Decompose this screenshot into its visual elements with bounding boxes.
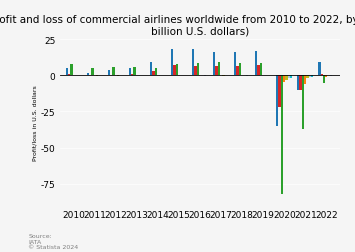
Bar	[68, 74, 70, 76]
Bar	[311, 76, 313, 77]
Bar	[306, 76, 309, 79]
Bar	[278, 76, 281, 107]
Bar	[300, 76, 302, 90]
Bar	[91, 69, 94, 76]
Text: Source:
IATA
© Statista 2024: Source: IATA © Statista 2024	[28, 233, 79, 249]
Bar	[178, 75, 180, 76]
Bar	[197, 64, 199, 76]
Bar	[173, 66, 176, 76]
Bar	[234, 53, 236, 76]
Bar	[255, 51, 257, 76]
Bar	[129, 68, 131, 76]
Bar	[285, 76, 288, 81]
Bar	[218, 62, 220, 76]
Y-axis label: Profit/loss in U.S. dollars: Profit/loss in U.S. dollars	[33, 85, 38, 161]
Bar	[110, 75, 113, 76]
Bar	[108, 71, 110, 76]
Bar	[281, 76, 283, 194]
Bar	[215, 67, 218, 76]
Bar	[283, 76, 285, 83]
Bar	[194, 66, 197, 76]
Bar	[290, 76, 292, 79]
Bar	[213, 53, 215, 76]
Bar	[262, 75, 264, 76]
Bar	[133, 68, 136, 76]
Bar	[276, 76, 278, 127]
Bar	[66, 69, 68, 76]
Bar	[257, 66, 260, 76]
Bar	[260, 64, 262, 76]
Bar	[239, 64, 241, 76]
Bar	[70, 65, 73, 76]
Bar	[150, 63, 152, 76]
Bar	[87, 74, 89, 76]
Bar	[131, 74, 133, 76]
Bar	[302, 76, 304, 129]
Bar	[297, 76, 300, 90]
Bar	[325, 76, 327, 77]
Bar	[304, 76, 306, 85]
Bar	[288, 76, 290, 79]
Bar	[220, 75, 222, 76]
Title: Profit and loss of commercial airlines worldwide from 2010 to 2022, by region (i: Profit and loss of commercial airlines w…	[0, 15, 355, 37]
Bar	[192, 49, 194, 76]
Bar	[113, 68, 115, 76]
Bar	[309, 76, 311, 77]
Bar	[152, 71, 154, 76]
Bar	[321, 75, 323, 76]
Bar	[154, 68, 157, 76]
Bar	[171, 50, 173, 76]
Bar	[176, 65, 178, 76]
Bar	[318, 63, 321, 76]
Bar	[236, 67, 239, 76]
Bar	[323, 76, 325, 83]
